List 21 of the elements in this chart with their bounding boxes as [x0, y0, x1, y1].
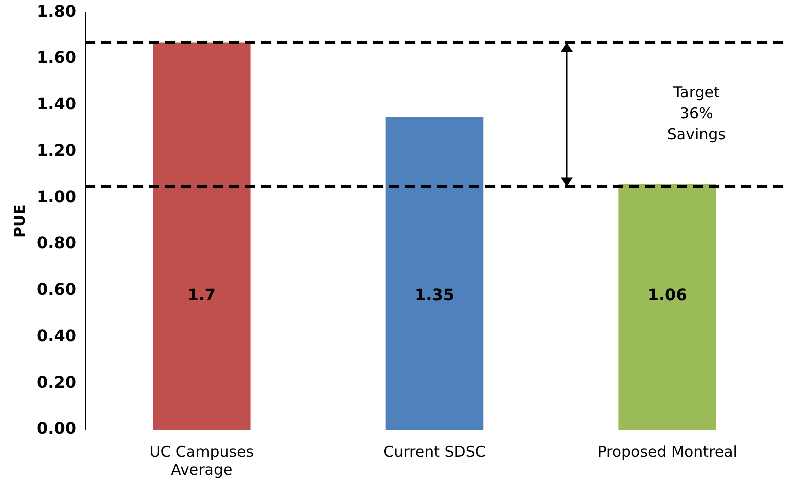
y-tick-label: 0.40: [36, 326, 76, 346]
annotation: Target 36% Savings: [667, 84, 726, 144]
data-label: 1.06: [648, 286, 688, 305]
data-label: 1.35: [414, 286, 454, 305]
data-label: 1.7: [188, 286, 216, 305]
y-tick-label: 0.80: [36, 234, 76, 253]
y-tick-label: 0.20: [36, 372, 76, 392]
y-tick-label: 1.40: [36, 94, 76, 114]
y-axis-title: PUE: [10, 204, 29, 238]
y-tick-label: 0.00: [36, 419, 76, 438]
x-tick-label: Proposed Montreal: [598, 442, 738, 461]
y-tick-label: 1.60: [36, 48, 76, 68]
x-tick-label: Current SDSC: [384, 442, 486, 461]
bar: [153, 42, 251, 430]
y-tick-label: 1.80: [36, 2, 76, 21]
bar: [386, 116, 484, 430]
y-tick-label: 1.20: [36, 140, 76, 160]
bar: [618, 184, 716, 430]
y-tick-label: 1.00: [36, 187, 76, 206]
x-tick-label: UC Campuses Average: [150, 442, 254, 479]
y-tick-label: 0.60: [36, 280, 76, 300]
